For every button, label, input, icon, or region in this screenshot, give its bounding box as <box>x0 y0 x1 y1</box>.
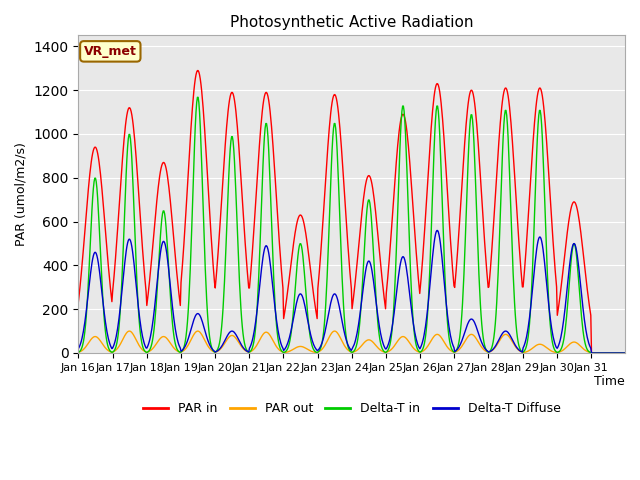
PAR in <box>75 299 83 304</box>
PAR out <box>287 348 295 353</box>
Delta-T Diffuse <box>588 350 595 356</box>
Line: Delta-T in: Delta-T in <box>79 97 625 353</box>
Delta-T Diffuse <box>139 334 147 339</box>
Delta-T in <box>75 349 83 355</box>
PAR in <box>588 350 595 356</box>
PAR out <box>125 328 133 334</box>
Y-axis label: PAR (umol/m2/s): PAR (umol/m2/s) <box>15 142 28 246</box>
PAR in <box>287 257 295 263</box>
PAR out <box>240 347 248 352</box>
PAR out <box>621 350 629 356</box>
Delta-T in <box>193 95 201 100</box>
PAR in <box>621 350 629 356</box>
Line: Delta-T Diffuse: Delta-T Diffuse <box>79 230 625 353</box>
Line: PAR out: PAR out <box>79 331 625 353</box>
Title: Photosynthetic Active Radiation: Photosynthetic Active Radiation <box>230 15 474 30</box>
Delta-T in <box>440 230 447 236</box>
Delta-T Diffuse <box>440 269 447 275</box>
Delta-T in <box>139 343 147 349</box>
Delta-T in <box>267 200 275 205</box>
PAR out <box>409 344 417 350</box>
Delta-T Diffuse <box>408 310 416 316</box>
PAR out <box>75 349 83 355</box>
PAR out <box>588 350 595 356</box>
Delta-T Diffuse <box>75 346 83 351</box>
PAR out <box>267 334 275 339</box>
PAR in <box>267 116 275 121</box>
Delta-T in <box>588 350 595 356</box>
Legend: PAR in, PAR out, Delta-T in, Delta-T Diffuse: PAR in, PAR out, Delta-T in, Delta-T Dif… <box>138 397 566 420</box>
Delta-T Diffuse <box>266 260 274 265</box>
X-axis label: Time: Time <box>595 375 625 388</box>
PAR in <box>240 219 248 225</box>
Delta-T Diffuse <box>621 350 629 356</box>
PAR in <box>409 199 417 205</box>
PAR in <box>139 246 147 252</box>
Delta-T in <box>287 327 295 333</box>
Line: PAR in: PAR in <box>79 71 625 353</box>
Delta-T in <box>409 311 417 316</box>
Delta-T in <box>621 350 629 356</box>
PAR in <box>440 125 447 131</box>
Delta-T Diffuse <box>287 329 294 335</box>
Delta-T in <box>240 336 248 342</box>
Text: VR_met: VR_met <box>84 45 137 58</box>
PAR out <box>440 338 447 344</box>
PAR out <box>140 348 147 353</box>
Delta-T Diffuse <box>239 345 247 350</box>
Delta-T Diffuse <box>433 228 441 233</box>
PAR in <box>193 68 201 73</box>
